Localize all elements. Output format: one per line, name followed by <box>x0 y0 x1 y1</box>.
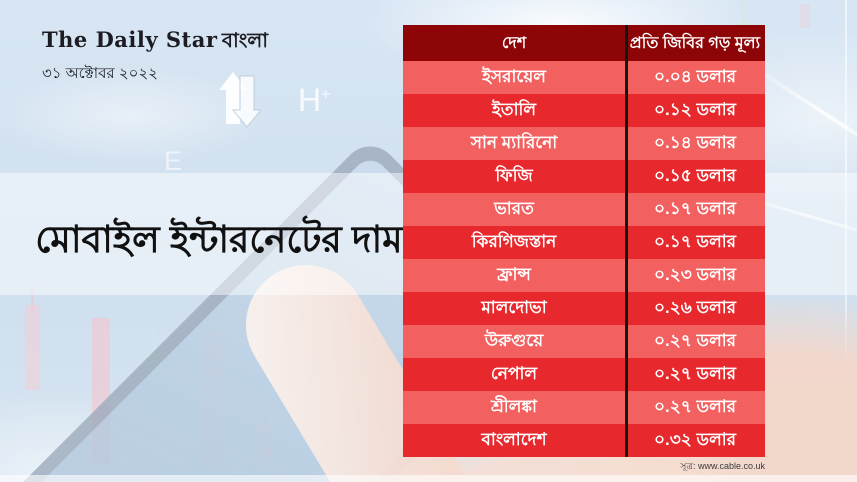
masthead: The Daily Star বাংলা ৩১ অক্টোবর ২০২২ <box>42 26 268 87</box>
table-row: শ্রীলঙ্কা ০.২৭ ডলার <box>403 391 765 424</box>
table-row: ফ্রান্স ০.২৩ ডলার <box>403 259 765 292</box>
candlestick-bar <box>800 4 810 28</box>
country-cell: উরুগুয়ে <box>484 330 544 350</box>
country-cell: সান ম্যারিনো <box>470 132 558 152</box>
country-cell: ভারত <box>494 198 534 218</box>
table-row: ইসরায়েল ০.০৪ ডলার <box>403 61 765 94</box>
country-cell: ফিজি <box>495 165 533 185</box>
country-cell: নেপাল <box>490 363 538 383</box>
table-row: ইতালি ০.১২ ডলার <box>403 94 765 127</box>
up-down-arrows-icon <box>219 72 262 128</box>
table-row: সান ম্যারিনো ০.১৪ ডলার <box>403 127 765 160</box>
headline-title: মোবাইল ইন্টারনেটের দাম <box>35 219 403 260</box>
price-cell: ০.১৭ ডলার <box>653 198 737 218</box>
country-cell: কিরগিজস্তান <box>471 231 557 251</box>
column-divider <box>625 25 628 457</box>
brand-name-bn: বাংলা <box>221 30 269 52</box>
table-row: উরুগুয়ে ০.২৭ ডলার <box>403 325 765 358</box>
candlestick-bar <box>25 305 40 390</box>
bottom-highlight-strip <box>0 475 857 482</box>
price-cell: ০.২৭ ডলার <box>653 363 737 383</box>
table-row: কিরগিজস্তান ০.১৭ ডলার <box>403 226 765 259</box>
price-cell: ০.১৭ ডলার <box>653 231 737 251</box>
brand-name-en: The Daily Star <box>42 27 218 52</box>
price-cell: ০.১৫ ডলার <box>653 165 737 185</box>
edge-highlight <box>845 0 847 482</box>
hplus-sup: + <box>321 86 331 104</box>
table-row: বাংলাদেশ ০.৩২ ডলার <box>403 424 765 457</box>
country-column-header: দেশ <box>501 34 527 52</box>
price-column-header: প্রতি জিবির গড় মূল্য <box>629 34 761 52</box>
source-attribution: সূত্র: www.cable.co.uk <box>680 461 765 471</box>
country-cell: মালদোভা <box>481 297 547 317</box>
country-cell: ফ্রান্স <box>497 264 531 284</box>
publication-date: ৩১ অক্টোবর ২০২২ <box>42 65 158 82</box>
masthead-brand: The Daily Star বাংলা <box>42 26 268 59</box>
country-cell: ইতালি <box>491 99 537 119</box>
price-cell: ০.১২ ডলার <box>653 99 737 119</box>
price-cell: ০.২৭ ডলার <box>653 396 737 416</box>
price-table: দেশ প্রতি জিবির গড় মূল্য ইসরায়েল ০.০৪ … <box>403 25 765 457</box>
table-row: মালদোভা ০.২৬ ডলার <box>403 292 765 325</box>
table-row: ফিজি ০.১৫ ডলার <box>403 160 765 193</box>
country-cell: ইসরায়েল <box>482 66 546 86</box>
table-row: নেপাল ০.২৭ ডলার <box>403 358 765 391</box>
price-cell: ০.৩২ ডলার <box>653 429 737 449</box>
country-cell: বাংলাদেশ <box>481 429 547 449</box>
price-cell: ০.২৬ ডলার <box>653 297 737 317</box>
candlestick-wick <box>31 285 34 311</box>
hplus-signal-label: H+ <box>298 82 330 119</box>
candlestick-wick <box>742 0 745 46</box>
country-cell: শ্রীলঙ্কা <box>491 396 537 416</box>
price-cell: ০.১৪ ডলার <box>653 132 737 152</box>
price-cell: ০.২৭ ডলার <box>653 330 737 350</box>
price-table-rows: ইসরায়েল ০.০৪ ডলার ইতালি ০.১২ ডলার সান ম… <box>403 61 765 457</box>
table-row: ভারত ০.১৭ ডলার <box>403 193 765 226</box>
table-header-row: দেশ প্রতি জিবির গড় মূল্য <box>403 25 765 61</box>
price-cell: ০.২৩ ডলার <box>653 264 737 284</box>
edge-signal-label: E <box>164 146 183 176</box>
hplus-base: H <box>298 82 322 118</box>
price-cell: ০.০৪ ডলার <box>653 66 737 86</box>
